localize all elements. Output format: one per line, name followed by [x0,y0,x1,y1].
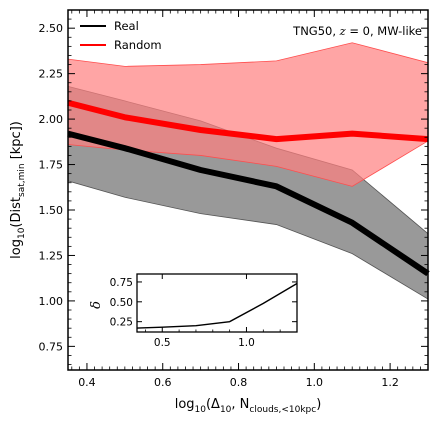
x-label-part-2: 10 [195,405,207,415]
x-tick-label: 0.8 [230,376,248,389]
x-label-part-6: clouds,<10kpc [249,405,316,415]
y-label-part-5: [kpc]) [9,121,24,163]
y-tick-label: 1.75 [39,159,64,172]
annotation-part-1: TNG50, [292,24,339,38]
main-lines [67,99,430,277]
x-tick-label: 1.0 [306,376,324,389]
inset-line-delta [136,282,298,329]
main-plot-frame [67,9,429,371]
inset-y-label: δ [89,301,104,309]
x-tick-label: 0.4 [78,376,96,389]
x-label-part-4: 10 [220,405,232,415]
y-label-part-3: (Dist [9,197,24,228]
inset-lines [136,282,298,329]
inset-ticks: 0.5 1.0 0.25 0.50 0.75 [110,274,298,349]
y-label-part-4: sat,min [17,163,27,197]
x-tick-label: 0.6 [154,376,172,389]
annotation-part-2: z [339,24,347,38]
y-label-part-2: 10 [17,227,27,239]
x-label-part-1: log [175,397,195,412]
x-label-part-3: (Δ [206,397,220,412]
legend-label-random: Random [114,38,162,52]
annotation-part-3: = 0, MW-like [346,24,422,38]
y-tick-label: 2.00 [39,113,64,126]
x-tick-label: 1.2 [381,376,399,389]
inset-background [137,274,297,332]
y-tick-label: 2.25 [39,68,64,81]
x-axis-label: log10(Δ10, Nclouds,<10kpc) [175,397,322,415]
simulation-annotation: TNG50, z = 0, MW-like [292,24,422,38]
inset-x-tick-label: 1.0 [238,337,255,349]
y-tick-label: 2.50 [39,22,64,35]
line-random [67,99,429,143]
inset-y-tick-label: 0.50 [110,297,133,309]
inset-y-tick-label: 0.75 [110,277,133,289]
x-label-part-5: , N [231,397,249,412]
inset-chart: 0.5 1.0 0.25 0.50 0.75 δ [89,273,298,349]
y-label-part-1: log [9,239,24,259]
main-ticks: 0.4 0.6 0.8 1.0 1.2 0.75 1.00 1.25 1.50 1.75 2.00 2… [39,9,429,389]
line-real [67,130,430,277]
y-tick-label: 1.50 [39,204,64,217]
y-tick-label: 1.00 [39,295,64,308]
inset-y-tick-label: 0.25 [110,317,133,329]
x-label-part-7: ) [316,397,321,412]
y-axis-label: log10(Distsat,min [kpc]) [9,121,27,259]
y-tick-label: 0.75 [39,340,64,353]
legend-label-real: Real [114,19,139,33]
y-tick-label: 1.25 [39,249,64,262]
inset-x-tick-label: 0.5 [154,337,171,349]
legend: Real Random [80,19,162,52]
inset-frame [136,273,298,333]
